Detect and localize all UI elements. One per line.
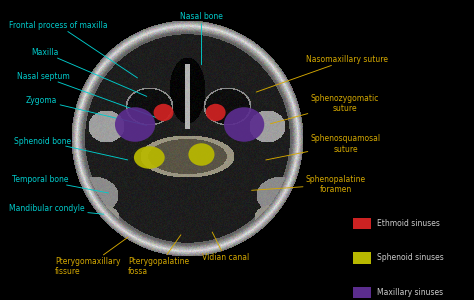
Text: Pterygopalatine
fossa: Pterygopalatine fossa [128,235,189,276]
Text: Sphenoid bone: Sphenoid bone [14,136,128,160]
Text: Mandibular condyle: Mandibular condyle [9,204,104,214]
Ellipse shape [206,104,226,121]
Text: Sphenopalatine
foramen: Sphenopalatine foramen [252,175,366,194]
Text: Nasal septum: Nasal septum [17,72,156,118]
Text: Nasal bone: Nasal bone [180,12,223,65]
Ellipse shape [154,104,173,121]
FancyBboxPatch shape [353,287,371,298]
Ellipse shape [115,107,155,142]
Text: Sphenosquamosal
suture: Sphenosquamosal suture [266,134,381,160]
Ellipse shape [224,107,264,142]
Text: Sphenoid sinuses: Sphenoid sinuses [377,254,444,262]
Text: Frontal process of maxilla: Frontal process of maxilla [9,21,137,78]
Ellipse shape [188,143,214,166]
Text: Maxillary sinuses: Maxillary sinuses [377,288,443,297]
Text: Maxilla: Maxilla [31,48,147,96]
Text: Temporal bone: Temporal bone [12,176,109,193]
Text: Ethmoid sinuses: Ethmoid sinuses [377,219,440,228]
Text: Pterygomaxillary
fissure: Pterygomaxillary fissure [55,237,128,276]
FancyBboxPatch shape [353,252,371,264]
FancyBboxPatch shape [353,218,371,229]
Text: Sphenozygomatic
suture: Sphenozygomatic suture [271,94,379,124]
Text: Vidian canal: Vidian canal [201,232,249,262]
Text: Nasomaxillary suture: Nasomaxillary suture [256,56,388,92]
Text: Zygoma: Zygoma [26,96,146,125]
Ellipse shape [134,146,165,169]
